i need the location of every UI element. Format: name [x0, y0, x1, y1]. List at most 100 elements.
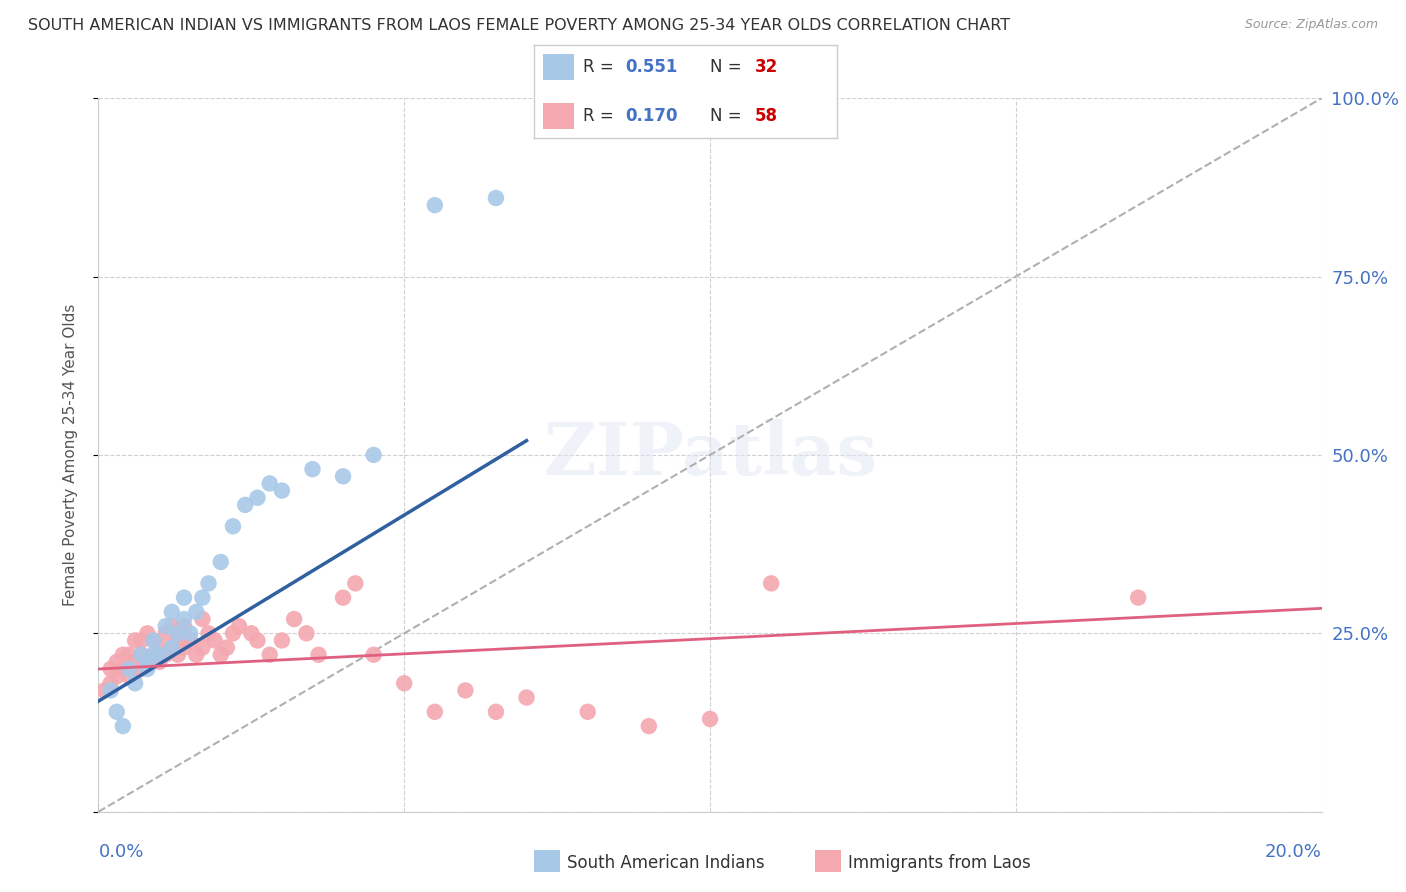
Text: R =: R =: [582, 58, 619, 76]
Point: [149, 640, 172, 655]
Text: R =: R =: [582, 107, 619, 125]
Point: [191, 640, 214, 655]
Point: [637, 719, 661, 733]
Point: [295, 626, 318, 640]
Text: 20.0%: 20.0%: [1265, 843, 1322, 861]
Point: [259, 648, 281, 662]
Point: [149, 655, 172, 669]
Point: [485, 705, 508, 719]
Point: [129, 633, 152, 648]
Y-axis label: Female Poverty Among 25-34 Year Olds: Female Poverty Among 25-34 Year Olds: [63, 304, 77, 606]
Text: Source: ZipAtlas.com: Source: ZipAtlas.com: [1244, 18, 1378, 31]
Point: [167, 633, 190, 648]
Bar: [543, 103, 574, 129]
Point: [222, 519, 245, 533]
Point: [301, 462, 323, 476]
Point: [516, 690, 538, 705]
Point: [100, 676, 122, 690]
Point: [160, 640, 183, 655]
Point: [576, 705, 599, 719]
Point: [173, 612, 195, 626]
Point: [111, 648, 134, 662]
Point: [105, 655, 128, 669]
Point: [228, 619, 250, 633]
Point: [240, 626, 263, 640]
Point: [160, 605, 183, 619]
Point: [129, 648, 152, 662]
Point: [209, 555, 232, 569]
Point: [759, 576, 782, 591]
Point: [105, 669, 128, 683]
Point: [173, 640, 195, 655]
Point: [160, 619, 183, 633]
Point: [111, 719, 134, 733]
Point: [332, 469, 354, 483]
Text: SOUTH AMERICAN INDIAN VS IMMIGRANTS FROM LAOS FEMALE POVERTY AMONG 25-34 YEAR OL: SOUTH AMERICAN INDIAN VS IMMIGRANTS FROM…: [28, 18, 1011, 33]
Point: [155, 619, 177, 633]
Point: [332, 591, 354, 605]
Point: [124, 655, 146, 669]
Text: ZIPatlas: ZIPatlas: [543, 419, 877, 491]
Point: [160, 640, 183, 655]
Point: [155, 648, 177, 662]
Point: [186, 605, 208, 619]
Point: [344, 576, 367, 591]
Point: [100, 662, 122, 676]
Text: N =: N =: [710, 58, 747, 76]
Point: [136, 655, 159, 669]
Point: [93, 683, 115, 698]
Point: [136, 626, 159, 640]
Point: [233, 498, 256, 512]
Point: [173, 619, 195, 633]
Text: 0.0%: 0.0%: [98, 843, 143, 861]
Bar: [543, 54, 574, 80]
Point: [124, 633, 146, 648]
Point: [142, 633, 165, 648]
Point: [173, 591, 195, 605]
Point: [699, 712, 721, 726]
Point: [186, 648, 208, 662]
Point: [167, 626, 190, 640]
Point: [149, 648, 172, 662]
Point: [283, 612, 305, 626]
Point: [392, 676, 416, 690]
Point: [142, 648, 165, 662]
Point: [1128, 591, 1150, 605]
Point: [363, 648, 385, 662]
Point: [246, 491, 269, 505]
Point: [142, 648, 165, 662]
Text: 32: 32: [755, 58, 778, 76]
Point: [197, 576, 219, 591]
Point: [179, 626, 201, 640]
Text: 0.551: 0.551: [624, 58, 678, 76]
Point: [124, 676, 146, 690]
Point: [155, 626, 177, 640]
Point: [270, 633, 292, 648]
Text: 0.170: 0.170: [624, 107, 678, 125]
Point: [179, 633, 201, 648]
Point: [111, 662, 134, 676]
Point: [454, 683, 477, 698]
Text: South American Indians: South American Indians: [567, 855, 765, 872]
Point: [105, 705, 128, 719]
Point: [259, 476, 281, 491]
Text: 58: 58: [755, 107, 778, 125]
Point: [308, 648, 330, 662]
Point: [270, 483, 292, 498]
Point: [118, 662, 141, 676]
Point: [423, 705, 446, 719]
Point: [100, 683, 122, 698]
Point: [191, 591, 214, 605]
Point: [246, 633, 269, 648]
Text: N =: N =: [710, 107, 747, 125]
Point: [129, 662, 152, 676]
Point: [197, 626, 219, 640]
Point: [129, 648, 152, 662]
Point: [191, 612, 214, 626]
Point: [142, 633, 165, 648]
Point: [215, 640, 238, 655]
Point: [167, 648, 190, 662]
Point: [204, 633, 226, 648]
Point: [118, 648, 141, 662]
Point: [222, 626, 245, 640]
